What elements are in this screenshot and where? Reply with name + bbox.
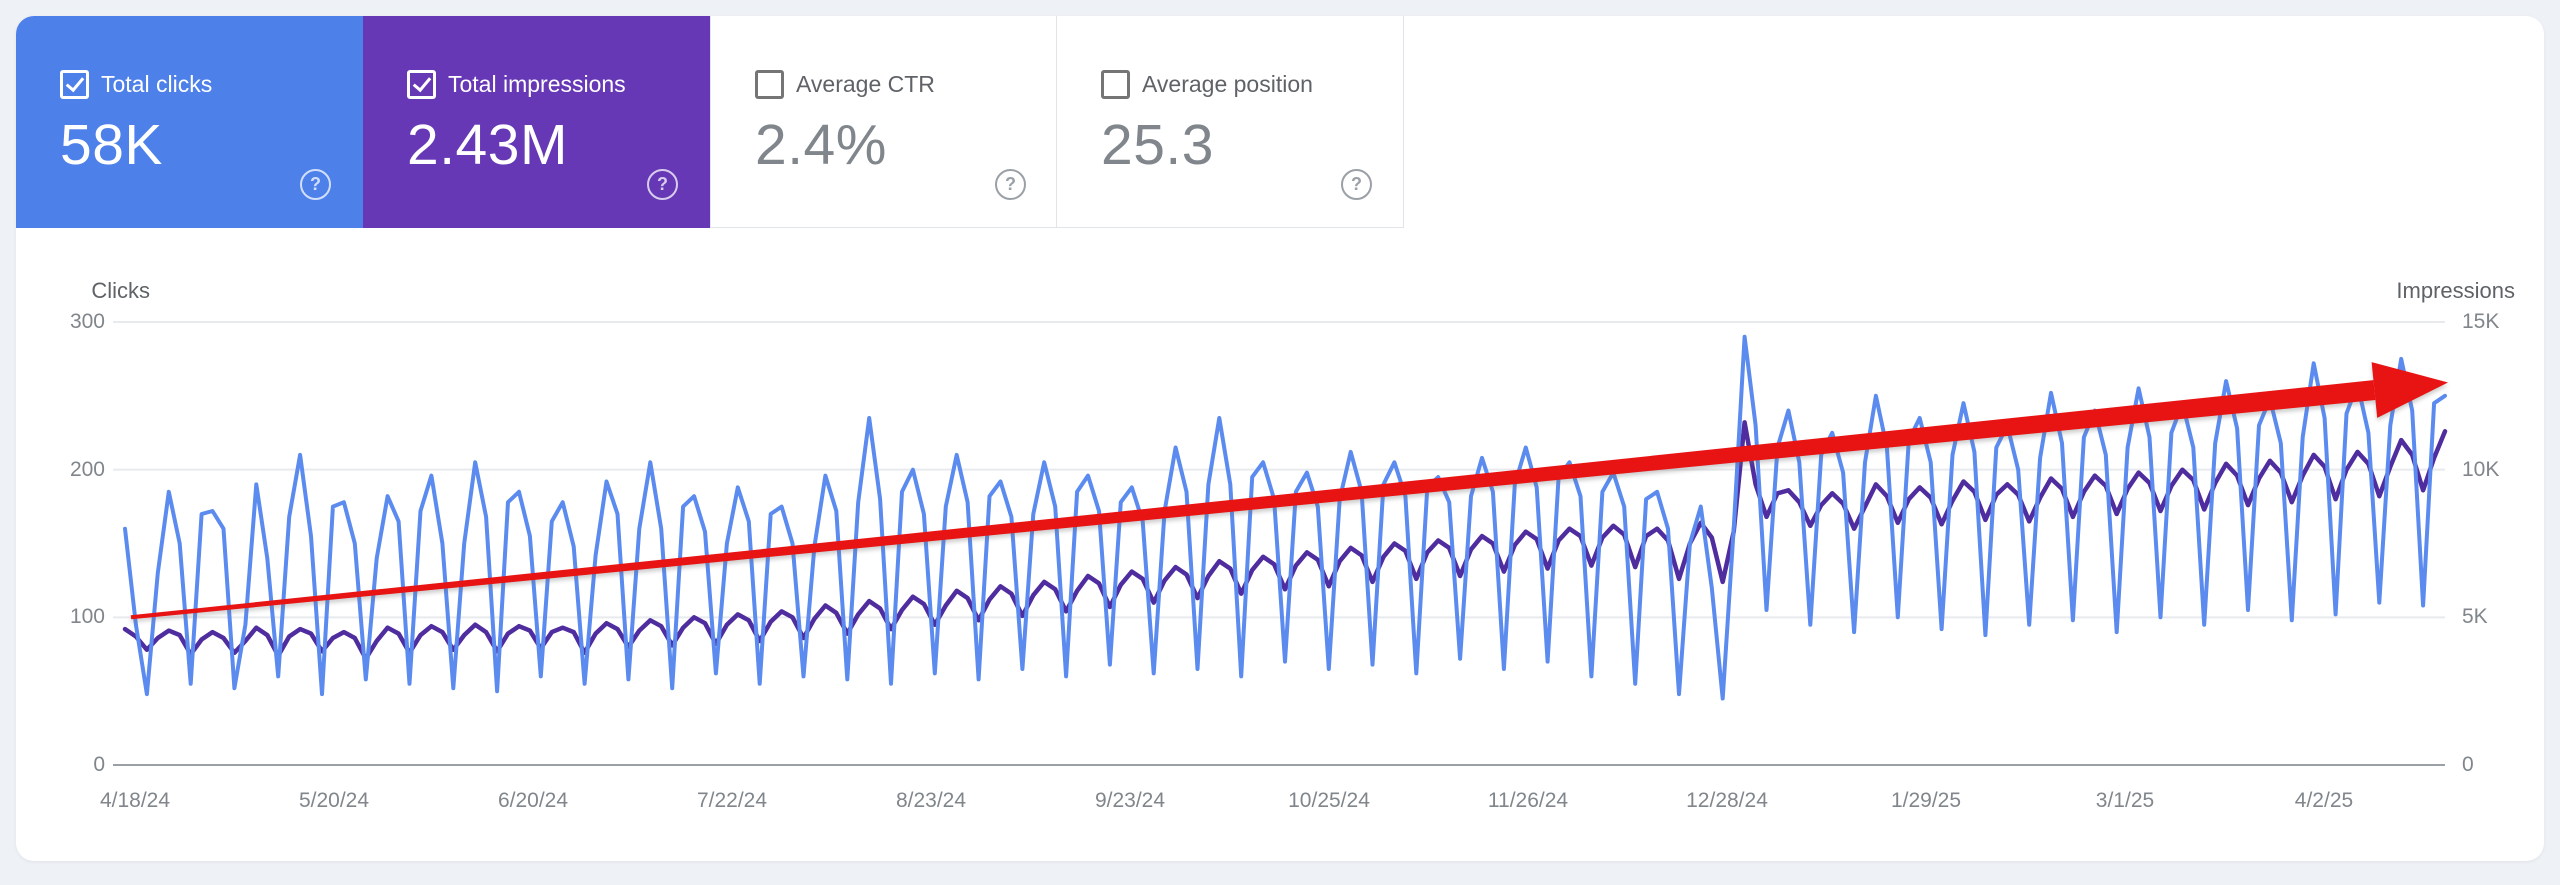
right-axis-title: Impressions: [2396, 278, 2515, 303]
x-axis-tick-date: 12/28/24: [1686, 789, 1768, 812]
x-axis-tick-date: 5/20/24: [298, 789, 370, 812]
help-icon[interactable]: ?: [300, 169, 331, 200]
total-impressions-card[interactable]: Total impressions 2.43M ?: [363, 16, 710, 228]
card-value: 2.4%: [755, 113, 887, 177]
checkbox-unchecked-icon[interactable]: [1101, 70, 1130, 99]
card-label: Average position: [1142, 71, 1313, 97]
x-axis-tick-date: 11/26/24: [1487, 789, 1569, 812]
x-axis-tick-date: 3/1/25: [2095, 789, 2155, 812]
x-axis-tick-date: 6/20/24: [497, 789, 569, 812]
average-ctr-card[interactable]: Average CTR 2.4% ?: [710, 16, 1057, 228]
checkbox-checked-icon[interactable]: [407, 70, 436, 99]
card-label: Average CTR: [796, 71, 935, 97]
checkbox-unchecked-icon[interactable]: [755, 70, 784, 99]
help-icon[interactable]: ?: [995, 169, 1026, 200]
x-axis-tick-date: 4/18/24: [99, 789, 171, 812]
card-value: 58K: [60, 113, 163, 177]
x-axis-tick-date: 7/22/24: [696, 789, 768, 812]
help-icon[interactable]: ?: [1341, 169, 1372, 200]
y-axis-tick-clicks: 0: [93, 753, 105, 776]
left-axis-title: Clicks: [91, 278, 150, 303]
help-icon[interactable]: ?: [647, 169, 678, 200]
average-position-card[interactable]: Average position 25.3 ?: [1057, 16, 1404, 228]
x-axis-tick-date: 10/25/24: [1288, 789, 1370, 812]
x-axis-tick-date: 1/29/25: [1890, 789, 1962, 812]
y-axis-tick-clicks: 100: [69, 605, 105, 629]
x-axis-tick-date: 4/2/25: [2294, 789, 2354, 812]
card-value: 2.43M: [407, 113, 568, 177]
y-axis-tick-clicks: 200: [69, 457, 105, 481]
performance-panel: Total clicks 58K ? Total impressions 2.4…: [16, 16, 2544, 861]
total-clicks-card[interactable]: Total clicks 58K ?: [16, 16, 363, 228]
x-axis-tick-date: 8/23/24: [895, 789, 967, 812]
y-axis-tick-impressions: 15K: [2462, 310, 2500, 333]
card-value: 25.3: [1101, 113, 1214, 177]
y-axis-tick-impressions: 10K: [2462, 457, 2500, 481]
y-axis-tick-impressions: 5K: [2462, 605, 2488, 629]
y-axis-tick-impressions: 0: [2462, 753, 2474, 776]
card-label: Total impressions: [448, 71, 626, 97]
x-axis-tick-date: 9/23/24: [1094, 789, 1166, 812]
checkbox-checked-icon[interactable]: [60, 70, 89, 99]
card-label: Total clicks: [101, 71, 213, 97]
y-axis-tick-clicks: 300: [69, 310, 105, 333]
